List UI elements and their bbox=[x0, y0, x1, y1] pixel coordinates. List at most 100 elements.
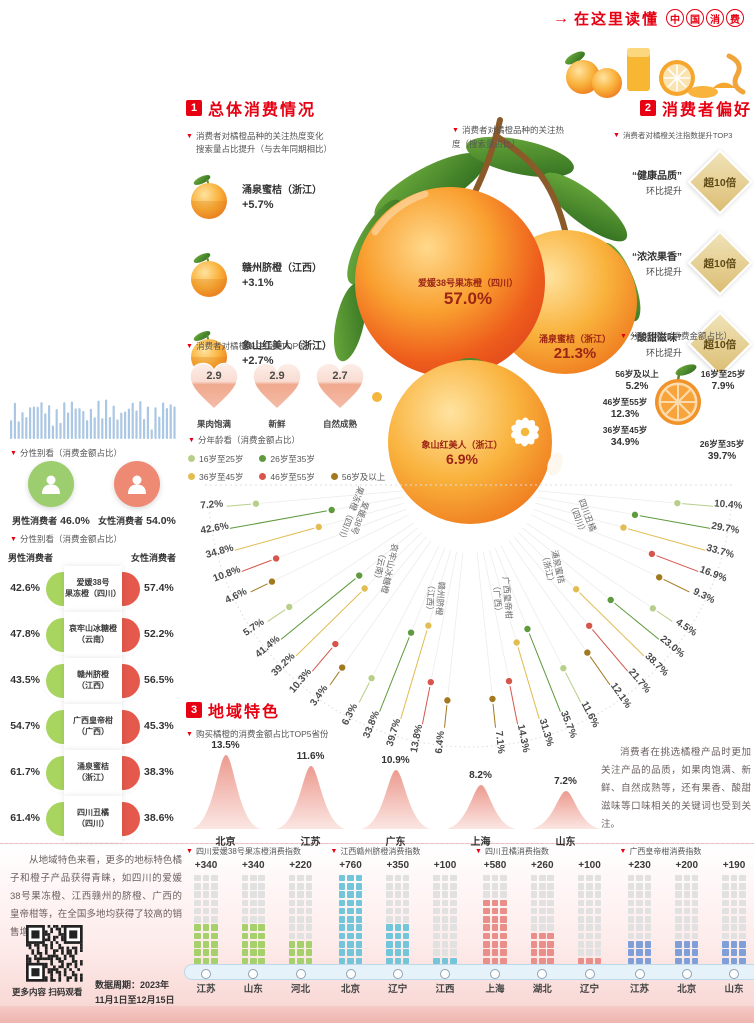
index-bar-value: +580 bbox=[483, 859, 507, 871]
svg-text:4.5%: 4.5% bbox=[674, 617, 699, 639]
heart-value: 2.9 bbox=[206, 369, 222, 382]
index-bar-province: 北京 bbox=[677, 984, 697, 995]
region-value: 13.5% bbox=[211, 740, 240, 751]
svg-text:21.7%: 21.7% bbox=[626, 667, 653, 696]
axis-dot-icon bbox=[729, 968, 739, 979]
age-callout-label: 46岁至55岁 bbox=[602, 397, 648, 407]
waffle-grid bbox=[288, 874, 313, 966]
variety-name-line: （四川） bbox=[77, 819, 109, 828]
variety-name-panel: 涌泉蜜桔 （浙江） bbox=[64, 750, 122, 796]
variety-name-line: 四川丑橘 bbox=[77, 808, 109, 818]
region-name: 北京 bbox=[215, 837, 236, 848]
index-bar-value: +260 bbox=[530, 859, 554, 871]
triangle-marker-icon: ▼ bbox=[186, 343, 193, 350]
svg-text:41.4%: 41.4% bbox=[253, 634, 282, 661]
svg-text:42.6%: 42.6% bbox=[200, 521, 230, 537]
index-group-title: ▼ 四川爱媛38号果冻橙消费指数 bbox=[186, 847, 301, 856]
index-group-title: ▼ 四川丑橘消费指数 bbox=[475, 847, 549, 856]
index-bar: +200 北京 bbox=[667, 860, 707, 996]
orange-icon bbox=[191, 252, 227, 297]
axis-dot-icon bbox=[345, 968, 356, 979]
index-bar: +260 湖北 bbox=[522, 860, 562, 996]
qr-caption: 更多内容 扫码观看 bbox=[12, 987, 83, 997]
male-share-item: 男性消费者 46.0% bbox=[8, 461, 94, 527]
index-bar-value: +190 bbox=[722, 859, 746, 871]
heart-item: 2.9 新鲜 bbox=[249, 361, 305, 430]
age-callout-value: 12.3% bbox=[610, 409, 640, 420]
triangle-marker-icon: ▼ bbox=[475, 848, 482, 855]
triangle-marker-icon: ▼ bbox=[613, 132, 620, 139]
index-bar: +350 辽宁 bbox=[378, 860, 418, 996]
variety-name-line: 爱媛38号 bbox=[76, 578, 110, 588]
masthead-circled-title: 中国消费 bbox=[664, 9, 744, 28]
note-right: 消费者在挑选橘橙产品时更加关注产品的品质，如果肉饱满、新鲜、自然成熟等，还有果香… bbox=[601, 747, 751, 831]
variety-name: 赣州脐橙（江西） bbox=[242, 262, 322, 274]
index-bar-province: 山东 bbox=[243, 984, 263, 995]
male-label: 男性消费者 bbox=[12, 516, 58, 526]
index-group-title: ▼ 江西赣州脐橙消费指数 bbox=[330, 847, 421, 856]
waveform-decoration bbox=[10, 399, 176, 439]
waffle-grid bbox=[338, 874, 363, 966]
preference-keyword: “酸甜滋味” bbox=[632, 332, 682, 344]
variety-label-xiangshan: 象山红美人（浙江） 6.9% bbox=[421, 440, 503, 467]
gender-variety-row: 61.4% 四川丑橘 （四川） 38.6% bbox=[4, 796, 180, 842]
female-icon bbox=[114, 461, 160, 507]
s3-subtitle: 购买橘橙的消费金额占比TOP5省份 bbox=[195, 729, 329, 739]
axis-dot-icon bbox=[634, 968, 645, 979]
section2-number: 2 bbox=[639, 100, 656, 116]
legend-dot-icon bbox=[188, 455, 195, 463]
waffle-grid bbox=[530, 874, 555, 966]
section-consumer-preference: 2 消费者偏好 ▼ 消费者对橘橙关注指数提升TOP3 “健康品质” 环比提升 超10倍… bbox=[613, 96, 753, 393]
waffle-grid bbox=[241, 874, 266, 966]
gender-by-variety-chart: 42.6% 爱媛38号 果冻橙（四川） 57.4% 47.8% 哀牢山冰糖橙 （云南） 52.… bbox=[4, 566, 180, 842]
orange-slice-chart bbox=[655, 364, 701, 425]
variety-label-yongquan: 涌泉蜜桔（浙江） 21.3% bbox=[538, 334, 611, 362]
legend-dot-icon bbox=[259, 473, 267, 481]
gender-overview-title: ▼ 分性别看（消费金额占比） bbox=[10, 448, 122, 458]
svg-text:9.3%: 9.3% bbox=[691, 586, 716, 606]
male-percent: 54.7% bbox=[10, 720, 40, 732]
female-percent: 45.3% bbox=[144, 720, 174, 732]
variety-name-panel: 赣州脐橙 （江西） bbox=[64, 658, 122, 704]
legend-item: 46岁至55岁 bbox=[259, 471, 315, 483]
svg-text:33.7%: 33.7% bbox=[705, 543, 735, 561]
female-percent: 56.5% bbox=[144, 674, 174, 686]
index-bar-province: 上海 bbox=[485, 984, 505, 995]
qr-code bbox=[26, 925, 83, 982]
triangle-marker-icon: ▼ bbox=[186, 133, 193, 140]
axis-dot-icon bbox=[392, 968, 403, 979]
age-callout-label: 36岁至45岁 bbox=[602, 425, 648, 435]
female-value: 54.0% bbox=[146, 515, 176, 527]
consumption-index-charts: ▼ 四川爱媛38号果冻橙消费指数 +340 江苏 +340 山东 +220 河北 ▼ 江西赣州脐橙… bbox=[184, 846, 754, 996]
legend-dot-icon bbox=[188, 473, 195, 481]
legend-label: 46岁至55岁 bbox=[270, 471, 315, 482]
svg-text:（云南）: （云南） bbox=[371, 549, 388, 584]
search-share-note: ▼ 消费者对橘橙品种的关注热度（搜索量占比） bbox=[452, 125, 564, 149]
legend-item: 36岁至45岁 bbox=[188, 471, 243, 483]
section1-title: 总体消费情况 bbox=[208, 102, 317, 119]
variety-name-line: 赣州脐橙 bbox=[77, 670, 109, 680]
section1-number: 1 bbox=[186, 100, 202, 116]
variety-delta: +5.7% bbox=[242, 198, 274, 211]
heart-item: 2.7 自然成熟 bbox=[312, 361, 368, 430]
index-group: ▼ 广西皇帝柑消费指数 +230 江苏 +200 北京 +190 山东 bbox=[620, 846, 754, 996]
index-bar: +100 辽宁 bbox=[570, 860, 610, 996]
heart-icon bbox=[315, 362, 365, 410]
female-percent: 57.4% bbox=[144, 582, 174, 594]
region-item: 13.5% 北京 bbox=[186, 740, 265, 848]
triangle-marker-icon: ▼ bbox=[186, 848, 193, 855]
variety-name-panel: 四川丑橘 （四川） bbox=[64, 796, 122, 842]
gender-variety-row: 43.5% 赣州脐橙 （江西） 56.5% bbox=[4, 658, 180, 704]
gender-variety-row: 47.8% 哀牢山冰糖橙 （云南） 52.2% bbox=[4, 612, 180, 658]
axis-dot-icon bbox=[201, 968, 211, 979]
index-bar-province: 辽宁 bbox=[388, 984, 408, 995]
index-group: ▼ 四川丑橘消费指数 +580 上海 +260 湖北 +100 辽宁 bbox=[475, 846, 610, 996]
index-bar-province: 江西 bbox=[435, 984, 455, 995]
age-callout: 36岁至45岁 34.9% bbox=[596, 424, 654, 448]
variety-name-line: （云南） bbox=[77, 635, 109, 644]
age-pie-title: ▼ 分年龄看（消费金额占比） bbox=[620, 331, 732, 341]
index-group: ▼ 江西赣州脐橙消费指数 +760 北京 +350 辽宁 +100 江西 bbox=[331, 846, 466, 996]
axis-dot-icon bbox=[248, 968, 259, 979]
bell-curve bbox=[360, 770, 431, 829]
